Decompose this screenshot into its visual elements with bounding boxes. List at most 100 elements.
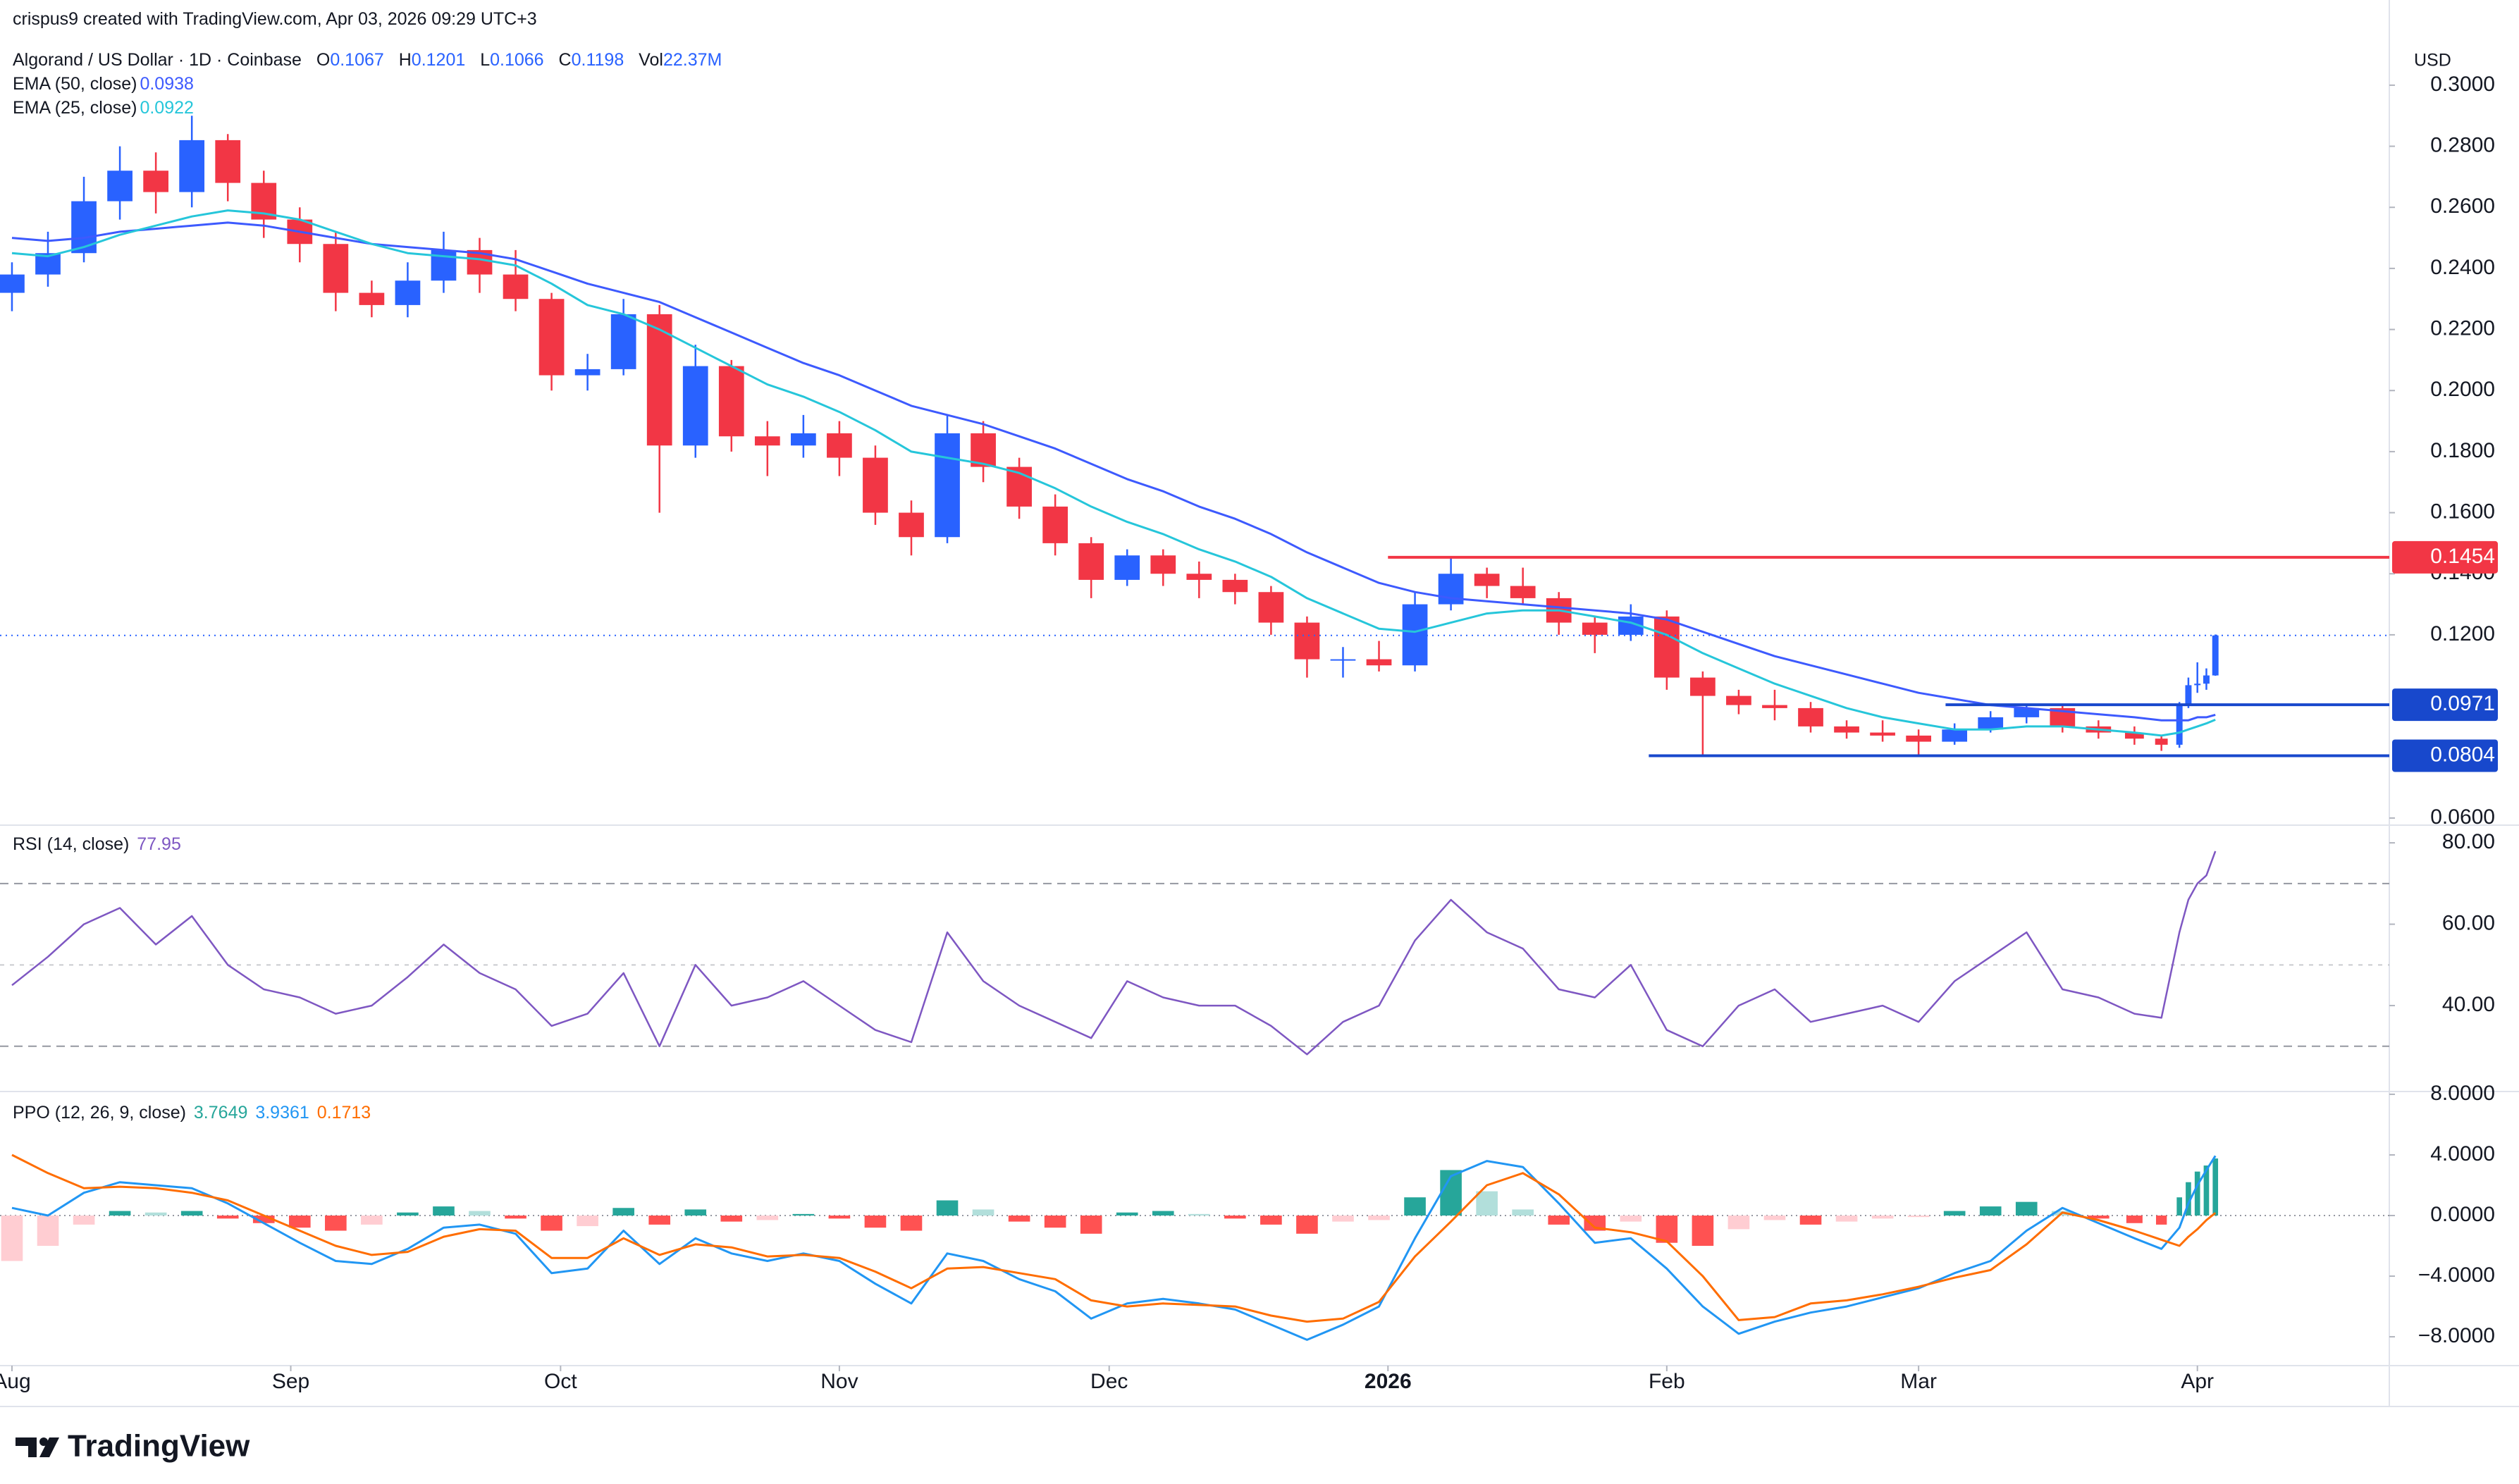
ema-line: [11, 221, 2216, 722]
y-tick-label: 0.2600: [2430, 194, 2495, 218]
candle-body: [2203, 675, 2210, 684]
candle-body: [682, 366, 708, 446]
candle-body: [1222, 579, 1248, 593]
histogram-bar: [2088, 1216, 2110, 1219]
histogram-bar: [756, 1216, 779, 1220]
candle-body: [107, 171, 133, 202]
x-tick-label: Mar: [1900, 1370, 1937, 1393]
histogram-bar: [1368, 1216, 1390, 1220]
candle-body: [718, 366, 744, 437]
y-tick-label: −8.0000: [2418, 1324, 2495, 1347]
currency: USD: [2414, 51, 2451, 70]
histogram-bar: [1044, 1216, 1066, 1228]
candle-body: [0, 274, 25, 293]
series-value: 0.0922: [140, 98, 194, 118]
histogram-bar: [2176, 1197, 2183, 1216]
y-tick-label: 0.0000: [2430, 1203, 2495, 1226]
histogram-bar: [73, 1216, 95, 1225]
candle-body: [1510, 586, 1536, 598]
candle-body: [395, 280, 421, 305]
ohlc-label: O: [316, 50, 331, 70]
histogram-bar: [972, 1209, 994, 1216]
level-label-box: [2392, 739, 2498, 772]
histogram-bar: [1404, 1197, 1426, 1216]
author-line: crispus9 created with TradingView.com, A…: [13, 7, 537, 31]
candle-body: [1042, 506, 1068, 543]
symbol-line: Algorand / US Dollar · 1D · Coinbase O0.…: [13, 48, 732, 72]
candle-body: [1690, 677, 1716, 696]
candle-body: [1726, 695, 1751, 705]
histogram-bar: [2212, 1158, 2219, 1216]
histogram-bar: [720, 1216, 743, 1222]
level-label: 0.1454: [2430, 545, 2495, 568]
histogram-bar: [648, 1216, 671, 1225]
x-tick-label: Feb: [1649, 1370, 1685, 1393]
histogram-bar: [1907, 1216, 1930, 1218]
axes: 0.06000.12000.14000.16000.18000.20000.22…: [0, 73, 2498, 1393]
y-tick-label: 40.00: [2442, 993, 2495, 1016]
histogram-bar: [2156, 1216, 2167, 1225]
candle-body: [1366, 659, 1392, 666]
candle-body: [935, 433, 960, 538]
y-tick-label: 0.3000: [2430, 73, 2495, 96]
histogram-bar: [1656, 1216, 1678, 1243]
ppo-pane: [0, 1154, 2389, 1341]
rsi-line: [11, 851, 2217, 1056]
candle-body: [1870, 732, 1895, 736]
candle-body: [863, 457, 888, 513]
histogram-bar: [612, 1208, 634, 1216]
candle-body: [1330, 659, 1356, 661]
histogram-bar: [1799, 1216, 1822, 1225]
candle-body: [610, 314, 636, 369]
level-label: 0.0804: [2430, 743, 2495, 766]
candle-body: [323, 244, 349, 293]
ppo-line-value: 3.9361: [255, 1103, 309, 1123]
histogram-bar: [900, 1216, 923, 1231]
level-label: 0.0971: [2430, 692, 2495, 715]
y-tick-label: 60.00: [2442, 911, 2495, 934]
series-value: 0.0938: [140, 74, 194, 94]
level-label-box: [2392, 540, 2498, 574]
ppo-legend: PPO (12, 26, 9, close) 3.7649 3.9361 0.1…: [13, 1101, 371, 1125]
ema-line: [11, 209, 2216, 737]
x-tick-label: Apr: [2181, 1370, 2214, 1393]
series-legend: EMA (25, close) 0.0922: [13, 96, 732, 120]
candle-body: [1582, 622, 1608, 635]
rsi-pane: [0, 851, 2389, 1056]
candle-body: [1653, 616, 1680, 678]
y-tick-label: 0.2000: [2430, 378, 2495, 401]
histogram-bar: [1512, 1209, 1534, 1216]
ohlc-value: 0.1201: [411, 50, 466, 70]
histogram-bar: [1260, 1216, 1282, 1225]
candle-body: [1906, 735, 1931, 742]
histogram-bar: [325, 1216, 347, 1231]
y-tick-label: 0.1600: [2430, 500, 2495, 523]
histogram-bar: [1692, 1216, 1714, 1247]
histogram-bar: [433, 1206, 455, 1216]
histogram-bar: [1871, 1216, 1894, 1219]
candle-body: [646, 314, 672, 446]
series-name: EMA (25, close): [13, 98, 137, 118]
ohlc-label: H: [398, 50, 412, 70]
histogram-bar: [541, 1216, 562, 1231]
histogram-bar: [1763, 1216, 1786, 1220]
y-tick-label: 0.2200: [2430, 316, 2495, 340]
candle-body: [1798, 707, 1823, 726]
candle-body: [179, 140, 205, 192]
histogram-bar: [1943, 1211, 1966, 1216]
histogram-bar: [1, 1216, 23, 1261]
candle-body: [2185, 685, 2192, 705]
histogram-bar: [1584, 1216, 1606, 1231]
histogram-bar: [1296, 1216, 1318, 1234]
candle-body: [1834, 726, 1859, 733]
histogram-bar: [864, 1216, 887, 1228]
candle-body: [2124, 732, 2144, 739]
histogram-bar: [397, 1212, 419, 1216]
histogram-bar: [109, 1211, 131, 1216]
candle-body: [1078, 543, 1104, 580]
histogram-bar: [288, 1216, 311, 1228]
candle-body: [1942, 729, 1968, 742]
candle-body: [1150, 555, 1176, 574]
